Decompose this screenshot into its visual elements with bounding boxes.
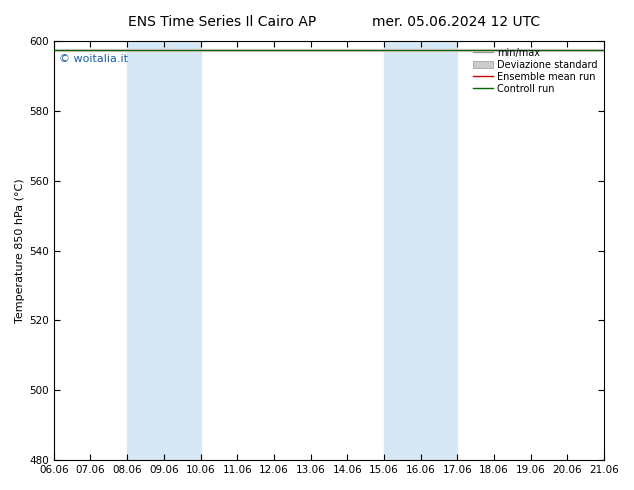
Text: mer. 05.06.2024 12 UTC: mer. 05.06.2024 12 UTC — [372, 15, 541, 29]
Legend: min/max, Deviazione standard, Ensemble mean run, Controll run: min/max, Deviazione standard, Ensemble m… — [472, 46, 599, 96]
Bar — [127, 41, 200, 460]
Text: ENS Time Series Il Cairo AP: ENS Time Series Il Cairo AP — [128, 15, 316, 29]
Y-axis label: Temperature 850 hPa (°C): Temperature 850 hPa (°C) — [15, 178, 25, 323]
Text: © woitalia.it: © woitalia.it — [60, 53, 128, 64]
Bar — [384, 41, 457, 460]
